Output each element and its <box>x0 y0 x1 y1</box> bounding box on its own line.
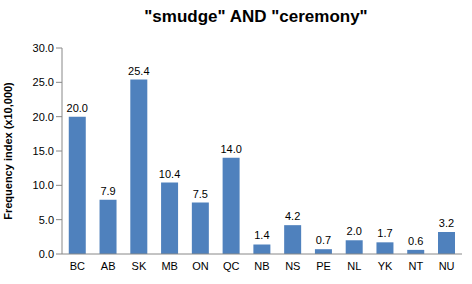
svg-text:5.0: 5.0 <box>39 214 54 226</box>
svg-text:30.0: 30.0 <box>33 42 54 54</box>
svg-text:PE: PE <box>316 260 331 272</box>
svg-text:4.2: 4.2 <box>285 210 300 222</box>
svg-text:NS: NS <box>285 260 300 272</box>
svg-text:NB: NB <box>254 260 269 272</box>
svg-text:10.0: 10.0 <box>33 179 54 191</box>
svg-text:7.9: 7.9 <box>100 185 115 197</box>
svg-text:20.0: 20.0 <box>33 111 54 123</box>
svg-text:2.0: 2.0 <box>347 225 362 237</box>
svg-text:MB: MB <box>161 260 178 272</box>
svg-text:YK: YK <box>378 260 393 272</box>
svg-text:NT: NT <box>409 260 424 272</box>
svg-text:14.0: 14.0 <box>220 143 241 155</box>
svg-text:25.4: 25.4 <box>128 65 149 77</box>
svg-text:SK: SK <box>132 260 147 272</box>
svg-text:0.7: 0.7 <box>316 234 331 246</box>
svg-text:NU: NU <box>439 260 455 272</box>
html-text:"smudge" AND "ceremony": "smudge" AND "ceremony" <box>144 7 368 26</box>
svg-text:AB: AB <box>101 260 116 272</box>
svg-text:Frequency index (x10,000): Frequency index (x10,000) <box>8 82 14 220</box>
svg-text:1.7: 1.7 <box>377 227 392 239</box>
svg-text:ON: ON <box>192 260 209 272</box>
svg-text:3.2: 3.2 <box>439 217 454 229</box>
svg-text:10.4: 10.4 <box>159 168 180 180</box>
svg-text:15.0: 15.0 <box>33 145 54 157</box>
svg-text:BC: BC <box>70 260 85 272</box>
svg-text:7.5: 7.5 <box>193 188 208 200</box>
svg-text:NL: NL <box>347 260 361 272</box>
svg-text:1.4: 1.4 <box>254 229 269 241</box>
svg-text:QC: QC <box>223 260 240 272</box>
svg-text:0.6: 0.6 <box>408 235 423 247</box>
svg-text:25.0: 25.0 <box>33 76 54 88</box>
svg-text:0.0: 0.0 <box>39 248 54 260</box>
svg-text:20.0: 20.0 <box>67 102 88 114</box>
